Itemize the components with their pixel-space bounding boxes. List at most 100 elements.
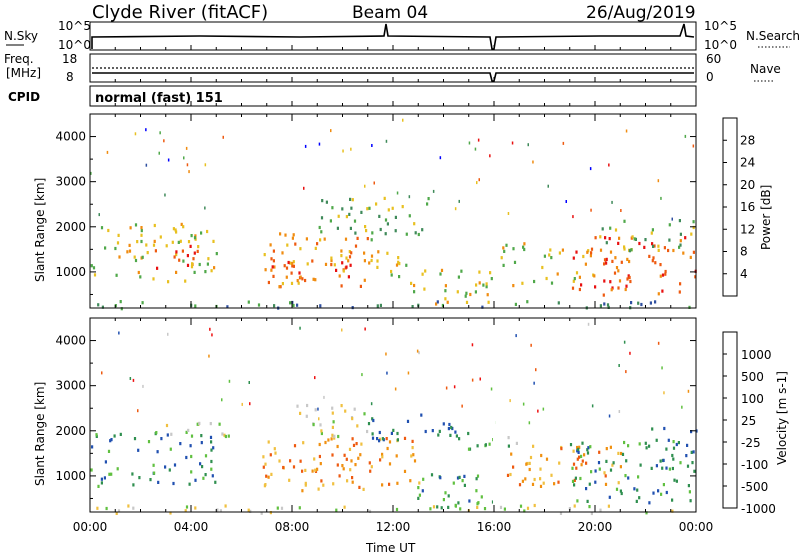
velocity-cell	[296, 404, 299, 408]
velocity-cell	[304, 481, 307, 485]
velocity-cell	[350, 459, 353, 463]
power-cell	[353, 219, 357, 223]
velocity-cell	[107, 449, 111, 453]
power-cell	[594, 285, 597, 289]
velocity-cell	[558, 461, 561, 465]
power-cell	[364, 225, 367, 229]
power-cell	[140, 226, 143, 230]
velocity-cell	[588, 505, 591, 509]
power-cell	[458, 199, 460, 203]
velocity-cell	[591, 404, 594, 408]
velocity-cell	[370, 402, 373, 406]
power-cell	[640, 302, 643, 307]
power-cell	[611, 286, 614, 290]
power-cell	[507, 212, 510, 215]
power-cell	[304, 278, 307, 283]
power-ytick-label: 2000	[55, 220, 86, 234]
velocity-cell	[314, 376, 316, 380]
power-cell	[364, 184, 366, 188]
velocity-cell	[571, 466, 574, 470]
velocity-cell	[608, 414, 611, 418]
power-cell	[376, 259, 379, 263]
velocity-cell	[535, 368, 537, 372]
power-cell	[684, 134, 687, 138]
velocity-cell	[468, 499, 471, 503]
velocity-cell	[533, 503, 536, 508]
nsky-label: N.Sky	[4, 29, 38, 43]
power-cell	[663, 246, 666, 250]
velocity-cell	[196, 422, 199, 426]
velocity-cell	[662, 458, 665, 462]
power-cell	[292, 260, 295, 264]
velocity-cell	[637, 475, 640, 479]
power-cell	[456, 290, 459, 294]
power-cell	[385, 139, 388, 143]
velocity-cell	[410, 454, 413, 458]
velocity-cell	[109, 439, 112, 443]
velocity-cell	[619, 489, 622, 493]
power-cell	[668, 238, 671, 242]
velocity-cell	[299, 326, 301, 330]
power-cell	[330, 129, 332, 133]
velocity-cell	[351, 480, 354, 484]
velocity-cell	[507, 444, 510, 448]
velocity-ytick-label: 2000	[55, 424, 86, 438]
velocity-cell	[318, 417, 320, 421]
power-cell	[183, 156, 185, 160]
power-cell	[139, 275, 142, 279]
power-cell	[476, 181, 478, 185]
velocity-cell	[448, 422, 451, 427]
power-cell	[550, 256, 553, 260]
velocity-cell	[353, 407, 356, 411]
power-cell	[182, 259, 185, 263]
velocity-cell	[262, 465, 265, 469]
power-cell	[379, 303, 382, 307]
power-cbar-tick-label: 20	[740, 178, 755, 192]
velocity-cell	[461, 404, 463, 408]
freq-trace	[92, 72, 694, 82]
power-cell	[475, 283, 478, 287]
power-cell	[503, 249, 506, 253]
velocity-cell	[293, 444, 297, 448]
velocity-cell	[475, 489, 478, 493]
velocity-cell	[288, 478, 291, 482]
velocity-cell	[364, 327, 366, 331]
power-cell	[145, 243, 148, 247]
power-cell	[468, 141, 471, 145]
velocity-cell	[317, 407, 319, 411]
velocity-cell	[311, 469, 314, 473]
velocity-cell	[209, 435, 213, 439]
velocity-cell	[356, 424, 359, 428]
velocity-cell	[131, 472, 134, 476]
velocity-cell	[471, 343, 474, 347]
velocity-cell	[299, 411, 302, 415]
velocity-cell	[627, 476, 630, 480]
power-cell	[390, 269, 393, 274]
power-cbar-tick-label: 28	[740, 133, 755, 147]
velocity-cell	[671, 498, 674, 502]
power-cell	[287, 260, 290, 265]
velocity-cell	[421, 489, 424, 493]
power-cell	[301, 277, 304, 281]
power-cell	[659, 274, 662, 278]
velocity-cell	[575, 466, 578, 470]
velocity-cell	[164, 465, 167, 469]
velocity-cell	[247, 508, 250, 512]
velocity-cell	[515, 441, 518, 445]
velocity-cell	[304, 483, 307, 487]
power-cell	[299, 275, 302, 279]
velocity-cell	[627, 444, 630, 448]
power-cell	[630, 248, 633, 252]
velocity-cell	[319, 462, 322, 466]
power-cell	[657, 248, 660, 252]
power-cell	[500, 256, 503, 260]
velocity-cell	[224, 504, 227, 508]
power-cell	[272, 249, 275, 253]
velocity-cell	[304, 468, 307, 472]
power-cell	[175, 270, 178, 274]
velocity-cell	[187, 428, 190, 432]
power-cell	[474, 290, 477, 294]
power-cell	[638, 241, 641, 246]
power-cell	[204, 206, 206, 210]
